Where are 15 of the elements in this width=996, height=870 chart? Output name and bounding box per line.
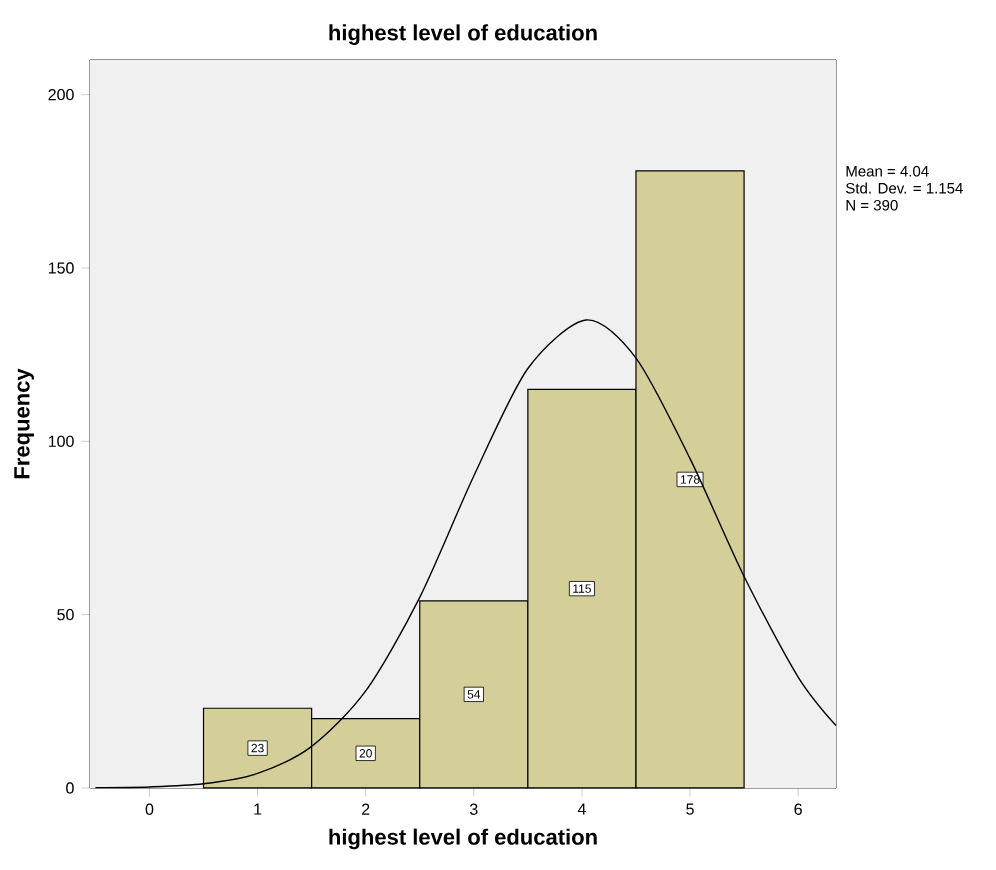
x-tick-label: 1 xyxy=(254,803,262,815)
x-tick-label: 2 xyxy=(362,803,370,815)
x-tick-label: 5 xyxy=(686,803,694,815)
chart-title: highest level of education xyxy=(329,24,597,45)
x-tick-label: 0 xyxy=(145,803,154,815)
x-axis-title: highest level of education xyxy=(329,828,597,850)
y-tick-label: 50 xyxy=(57,608,74,621)
y-axis-title: Frequency xyxy=(14,368,34,479)
x-tick-label: 4 xyxy=(577,803,586,815)
x-tick-label: 6 xyxy=(794,803,802,815)
y-tick-label: 200 xyxy=(48,88,74,101)
x-tick-label: 3 xyxy=(469,803,478,815)
y-tick-label: 0 xyxy=(66,782,74,794)
y-tick-label: 150 xyxy=(48,262,74,274)
y-tick-label: 100 xyxy=(48,435,74,447)
